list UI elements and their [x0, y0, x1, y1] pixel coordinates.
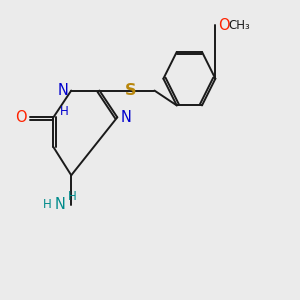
Text: H: H: [43, 199, 52, 212]
Text: CH₃: CH₃: [229, 19, 250, 32]
Text: O: O: [218, 18, 230, 33]
Text: H: H: [59, 105, 68, 118]
Text: N: N: [57, 83, 68, 98]
Text: S: S: [125, 83, 136, 98]
Text: O: O: [15, 110, 27, 125]
Text: N: N: [54, 197, 65, 212]
Text: N: N: [120, 110, 131, 125]
Text: H: H: [68, 190, 77, 203]
